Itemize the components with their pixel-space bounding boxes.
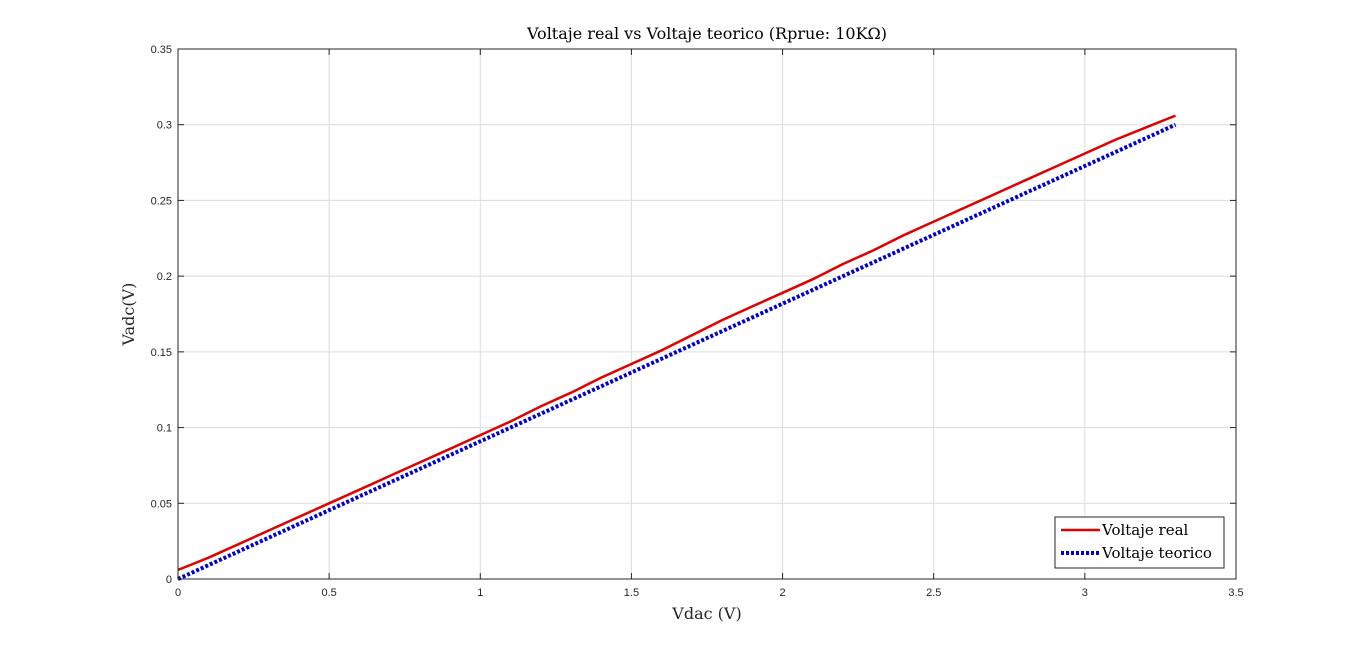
x-tick-label: 0 [175,587,181,599]
chart-title: Voltaje real vs Voltaje teorico (Rprue: … [526,24,887,43]
axes-box [177,48,1237,580]
y-tick-label: 0.2 [157,271,172,283]
x-tick-label: 0.5 [321,587,336,599]
series-line-voltaje-teorico [177,122,1177,581]
series-layer [177,114,1177,581]
x-tick-label: 3 [1082,587,1088,599]
x-tick-label: 1 [477,587,483,599]
y-tick-label: 0.35 [151,44,172,56]
grid [178,49,1236,579]
y-tick-label: 0 [166,574,172,586]
ticks: 0 0.5 1 1.5 2 2.5 3 3.5 0 0.05 0.1 0.15 0.2 0.25 0.3 0.… [151,44,1244,599]
series-line-voltaje-real [177,114,1176,572]
legend-label: Voltaje teorico [1101,544,1212,562]
y-axis-title: Vadc(V) [119,283,138,347]
y-tick-label: 0.25 [151,195,172,207]
y-tick-label: 0.05 [151,498,172,510]
x-tick-label: 2 [780,587,786,599]
x-tick-label: 3.5 [1228,587,1243,599]
y-tick-label: 0.1 [157,423,172,435]
x-axis-title: Vdac (V) [671,604,741,623]
plot-area: 0 0.5 1 1.5 2 2.5 3 3.5 0 0.05 0.1 0.15 0.2 0.25 0.3 0.… [151,44,1244,599]
x-tick-label: 2.5 [926,587,941,599]
legend: Voltaje real Voltaje teorico [1054,516,1225,569]
y-tick-label: 0.3 [157,120,172,132]
y-tick-label: 0.15 [151,347,172,359]
x-tick-label: 1.5 [624,587,639,599]
legend-label: Voltaje real [1101,521,1189,539]
legend-box [1054,516,1225,569]
